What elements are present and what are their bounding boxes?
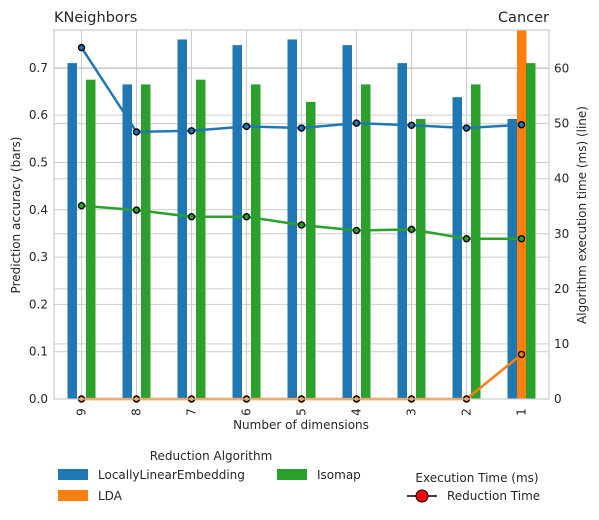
line-point — [77, 201, 86, 210]
legend-label-isomap: Isomap — [317, 468, 361, 482]
bar — [416, 118, 426, 399]
bar — [177, 39, 187, 399]
line-point — [462, 235, 471, 243]
y-tick-label-left: 0.4 — [29, 203, 48, 217]
bar — [86, 79, 96, 399]
line-point — [132, 128, 141, 136]
legend-swatch-lle — [58, 469, 88, 480]
legend-time-label: Reduction Time — [447, 489, 540, 503]
y-tick-label-right: 30 — [554, 227, 569, 241]
line-point — [242, 122, 251, 131]
line-point — [517, 235, 526, 243]
bar — [517, 30, 527, 399]
bar — [397, 63, 407, 399]
legend-time-marker — [415, 489, 429, 503]
plot-frame — [53, 29, 550, 400]
bar — [452, 97, 462, 399]
x-axis-label: Number of dimensions — [233, 418, 369, 432]
bar — [306, 101, 316, 400]
y-tick-label-left: 0.2 — [29, 297, 48, 311]
x-tick-label: 1 — [515, 408, 529, 416]
bar — [67, 63, 77, 399]
bar — [251, 84, 261, 400]
x-tick-label: 8 — [130, 408, 144, 416]
bars — [67, 30, 536, 400]
y-tick-label-left: 0.6 — [29, 108, 48, 122]
x-tick-label: 9 — [75, 408, 89, 416]
y-tick-label-left: 0.7 — [29, 61, 48, 75]
line-point — [462, 124, 471, 132]
x-tick-label: 3 — [405, 408, 419, 416]
bar — [287, 39, 297, 399]
y-axis-label-left: Prediction accuracy (bars) — [9, 137, 23, 294]
y-ticks-right: 0 10 20 30 40 50 60 — [554, 62, 569, 406]
y-axis-label-right: Algorithm execution time (ms) (line) — [575, 106, 589, 324]
bar — [232, 45, 242, 400]
x-tick-label: 5 — [295, 408, 309, 416]
bar — [361, 84, 371, 400]
line-point — [242, 213, 251, 221]
x-tick-label: 4 — [350, 408, 364, 416]
legend-label-lle: LocallyLinearEmbedding — [98, 468, 245, 482]
line-point — [297, 221, 306, 229]
y-ticks-left: 0.0 0.1 0.2 0.3 0.4 0.5 0.6 0.7 — [29, 61, 48, 406]
y-tick-label-right: 50 — [554, 117, 569, 131]
y-tick-label-left: 0.5 — [29, 155, 48, 169]
chart-title-left: KNeighbors — [54, 10, 137, 26]
legend-label-lda: LDA — [98, 489, 123, 503]
y-tick-label-right: 0 — [554, 392, 562, 406]
line-point — [517, 350, 526, 359]
y-tick-label-left: 0.3 — [29, 250, 48, 264]
y-tick-label-right: 60 — [554, 62, 569, 76]
line-point — [352, 226, 361, 235]
line-point — [517, 121, 526, 129]
bar — [342, 45, 352, 400]
bar — [196, 79, 206, 399]
legend-time-title: Execution Time (ms) — [415, 471, 538, 485]
line-point — [77, 43, 86, 52]
legend-title: Reduction Algorithm — [150, 449, 273, 463]
line-point — [187, 213, 196, 221]
bar — [122, 84, 132, 400]
y-tick-label-left: 0.0 — [29, 392, 48, 406]
y-tick-label-right: 10 — [554, 337, 569, 351]
bar — [507, 118, 517, 399]
line-point — [407, 225, 416, 234]
x-ticks: 9 8 7 6 5 4 3 2 1 — [75, 408, 529, 416]
y-tick-label-right: 20 — [554, 282, 569, 296]
chart-title-right: Cancer — [498, 10, 549, 26]
bar — [471, 84, 481, 400]
line-point — [187, 127, 196, 135]
y-tick-label-left: 0.1 — [29, 345, 48, 359]
line-point — [132, 206, 141, 214]
bar — [141, 84, 151, 400]
plot-border — [53, 29, 550, 400]
x-tick-label: 6 — [240, 408, 254, 416]
x-tick-label: 7 — [185, 408, 199, 416]
line-point — [297, 124, 306, 132]
legend-swatch-lda — [58, 490, 88, 501]
bar — [526, 63, 536, 399]
y-tick-label-right: 40 — [554, 172, 569, 186]
legend-swatch-isomap — [277, 469, 307, 480]
line-point — [352, 119, 361, 127]
x-tick-label: 2 — [460, 408, 474, 416]
line-point — [407, 121, 416, 129]
legend: Reduction Algorithm LocallyLinearEmbeddi… — [58, 449, 540, 503]
